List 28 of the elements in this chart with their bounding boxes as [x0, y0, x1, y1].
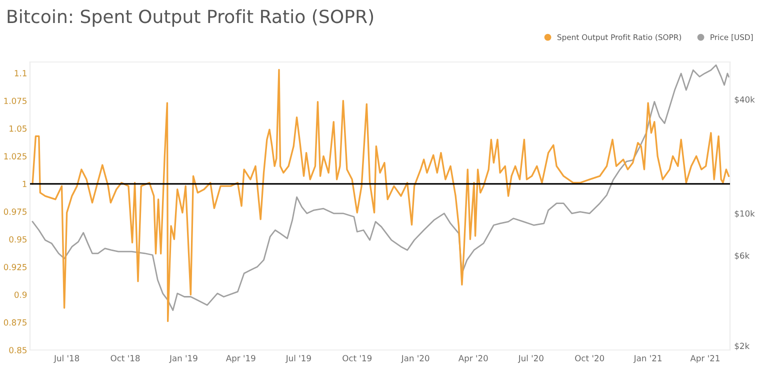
- y-tick-label: 1.075: [4, 98, 26, 104]
- y-tick-label: 0.975: [4, 208, 26, 215]
- x-tick-label: Jan '19: [169, 355, 198, 363]
- y-tick-label: 0.85: [9, 346, 26, 354]
- x-tick-label: Oct '18: [110, 355, 140, 362]
- chart-title: Bitcoin: Spent Output Profit Ratio (SOPR): [8, 9, 374, 27]
- y2-tick-label: $2k: [734, 342, 750, 350]
- y-tick-label: 0.9: [14, 292, 27, 298]
- y-tick-label: 0.95: [9, 236, 26, 243]
- y-tick-label: 1.025: [4, 153, 26, 160]
- y2-tick-label: $40k: [734, 96, 755, 104]
- x-tick-label: Apr '21: [690, 355, 720, 363]
- x-tick-label: Oct '19: [342, 355, 372, 362]
- y2-tick-label: $6k: [734, 252, 750, 260]
- x-tick-label: Apr '20: [458, 355, 488, 363]
- x-tick-label: Jan '20: [400, 355, 430, 363]
- x-tick-label: Jul '19: [285, 354, 311, 363]
- x-tick-label: Apr '19: [226, 355, 256, 363]
- y-tick-label: 1.05: [10, 125, 26, 132]
- y2-tick-label: $10k: [734, 210, 755, 218]
- x-tick-label: Jan '21: [633, 355, 662, 363]
- x-tick-label: Jul '18: [54, 354, 80, 363]
- x-tick-label: Oct '20: [575, 355, 604, 362]
- y-tick-label: 0.875: [4, 319, 26, 326]
- y-tick-label: 1.1: [14, 70, 26, 76]
- y-tick-label: 0.925: [4, 264, 26, 270]
- y-tick-label: 1: [22, 180, 26, 188]
- x-tick-label: Jul '20: [518, 354, 544, 363]
